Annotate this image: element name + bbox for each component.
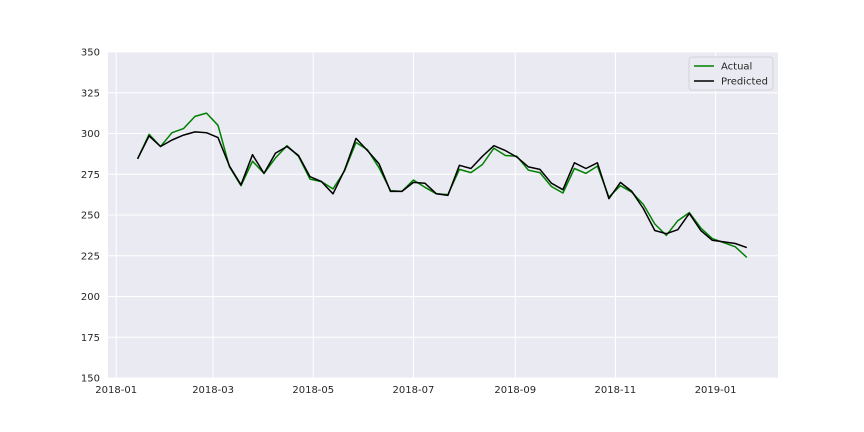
y-tick-label: 350: [81, 48, 100, 59]
legend-label: Actual: [721, 62, 752, 73]
series-line-predicted: [136, 131, 748, 249]
y-tick-label: 325: [81, 88, 100, 99]
y-tick-label: 300: [81, 129, 100, 140]
y-tick-label: 200: [81, 292, 100, 303]
x-tick-label: 2019-01: [695, 385, 737, 396]
y-axis-ticks: 150 175 200 225 250 275 300 325 350: [81, 48, 100, 385]
x-tick-label: 2018-05: [292, 385, 334, 396]
y-tick-label: 175: [81, 333, 100, 344]
y-tick-label: 225: [81, 251, 100, 262]
y-tick-label: 150: [81, 374, 100, 385]
y-tick-label: 250: [81, 211, 100, 222]
x-tick-label: 2018-03: [192, 385, 234, 396]
legend-label: Predicted: [721, 77, 768, 88]
legend: Actual Predicted: [688, 56, 774, 91]
grid-lines: [108, 51, 778, 379]
x-tick-label: 2018-09: [494, 385, 536, 396]
x-tick-label: 2018-01: [95, 385, 137, 396]
x-axis-ticks: 2018-01 2018-03 2018-05 2018-07 2018-09 2018-…: [95, 385, 736, 396]
y-tick-label: 275: [81, 170, 100, 181]
series-layer: [136, 112, 748, 258]
x-tick-label: 2018-11: [595, 385, 637, 396]
x-tick-label: 2018-07: [393, 385, 435, 396]
